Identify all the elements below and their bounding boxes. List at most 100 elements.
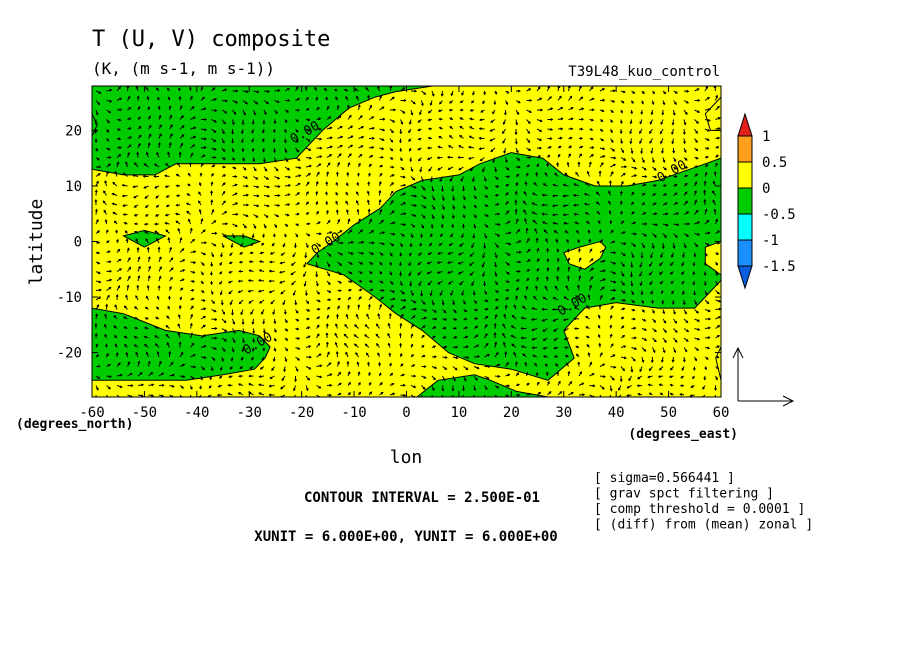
- wind-vector: [562, 204, 569, 208]
- wind-vector: [113, 314, 118, 320]
- wind-vector: [221, 211, 228, 215]
- wind-vector: [428, 166, 433, 172]
- wind-vector: [116, 258, 122, 263]
- colorbar: 10.50-0.5-1-1.5: [737, 112, 796, 290]
- wind-vector: [379, 261, 383, 266]
- wind-vector: [442, 309, 447, 314]
- wind-vector: [325, 191, 328, 196]
- wind-vector: [154, 230, 160, 234]
- wind-vector: [704, 86, 708, 92]
- wind-vector: [408, 261, 412, 267]
- wind-vector: [547, 154, 551, 158]
- wind-vector: [599, 294, 603, 301]
- wind-vector: [143, 335, 149, 339]
- wind-vector: [505, 220, 511, 225]
- wind-vector: [599, 385, 605, 390]
- wind-vector: [116, 137, 122, 141]
- wind-vector: [426, 157, 433, 160]
- wind-vector: [221, 190, 226, 196]
- wind-vector: [127, 127, 132, 130]
- wind-vector: [631, 201, 634, 206]
- wind-vector: [389, 221, 396, 225]
- wind-vector: [631, 90, 636, 94]
- wind-vector: [641, 202, 646, 206]
- wind-vector: [447, 252, 454, 255]
- wind-vector: [610, 365, 617, 369]
- wind-vector: [545, 237, 549, 244]
- wind-vector: [337, 360, 340, 367]
- wind-vector: [190, 270, 196, 274]
- wind-vector: [438, 136, 443, 139]
- wind-vector: [258, 269, 265, 273]
- wind-vector: [564, 230, 569, 234]
- wind-vector: [274, 176, 281, 180]
- wind-vector: [631, 182, 636, 187]
- wind-vector: [542, 328, 548, 332]
- wind-vector: [343, 333, 349, 339]
- wind-vector: [166, 315, 170, 320]
- wind-vector: [200, 271, 204, 276]
- wind-vector: [345, 200, 349, 206]
- wind-vector: [186, 210, 191, 215]
- wind-vector: [515, 100, 521, 104]
- wind-vector: [155, 195, 160, 199]
- wind-vector: [410, 385, 417, 389]
- wind-vector: [258, 383, 265, 387]
- wind-vector: [232, 175, 238, 179]
- wind-vector: [630, 261, 634, 269]
- wind-vector: [137, 116, 141, 120]
- wind-vector: [620, 356, 627, 360]
- wind-vector: [284, 109, 290, 113]
- wind-vector: [95, 375, 101, 379]
- wind-vector: [587, 294, 591, 301]
- wind-vector: [662, 337, 667, 343]
- wind-vector: [274, 166, 279, 172]
- wind-vector: [536, 119, 543, 123]
- wind-vector: [683, 165, 689, 169]
- wind-vector: [111, 202, 118, 206]
- wind-vector: [535, 285, 538, 291]
- wind-vector: [421, 354, 426, 358]
- wind-vector: [599, 109, 605, 113]
- wind-vector: [704, 128, 711, 132]
- wind-vector: [450, 290, 454, 296]
- wind-vector: [583, 202, 590, 206]
- wind-vector: [305, 222, 311, 226]
- wind-vector: [451, 394, 454, 397]
- wind-vector: [515, 240, 522, 244]
- wind-vector: [337, 371, 342, 377]
- wind-vector: [589, 248, 593, 253]
- wind-vector: [599, 138, 605, 142]
- wind-vector: [316, 163, 322, 168]
- wind-vector: [620, 210, 623, 215]
- wind-vector: [531, 211, 538, 215]
- wind-vector: [524, 218, 527, 225]
- wind-vector: [251, 356, 254, 361]
- wind-vector: [526, 119, 531, 124]
- wind-vector: [619, 375, 623, 383]
- wind-vector: [694, 147, 699, 152]
- wind-vector: [669, 392, 674, 396]
- wind-vector: [379, 128, 386, 132]
- wind-vector: [671, 356, 675, 363]
- wind-vector: [355, 200, 359, 206]
- wind-vector: [568, 381, 573, 386]
- wind-vector: [368, 280, 374, 283]
- wind-vector: [167, 295, 171, 301]
- wind-vector: [578, 266, 582, 272]
- wind-vector: [400, 290, 405, 295]
- wind-vector: [400, 109, 406, 114]
- wind-vector: [658, 366, 664, 371]
- wind-vector: [436, 156, 443, 160]
- wind-vector: [400, 192, 407, 196]
- wind-vector: [494, 90, 498, 95]
- wind-vector: [94, 198, 98, 206]
- wind-vector: [284, 147, 288, 154]
- wind-vector: [451, 385, 455, 392]
- contour-region-4: [92, 307, 271, 381]
- wind-vector: [389, 174, 395, 177]
- wind-vector: [228, 290, 233, 295]
- wind-vector: [154, 343, 160, 348]
- wind-vector: [515, 157, 521, 161]
